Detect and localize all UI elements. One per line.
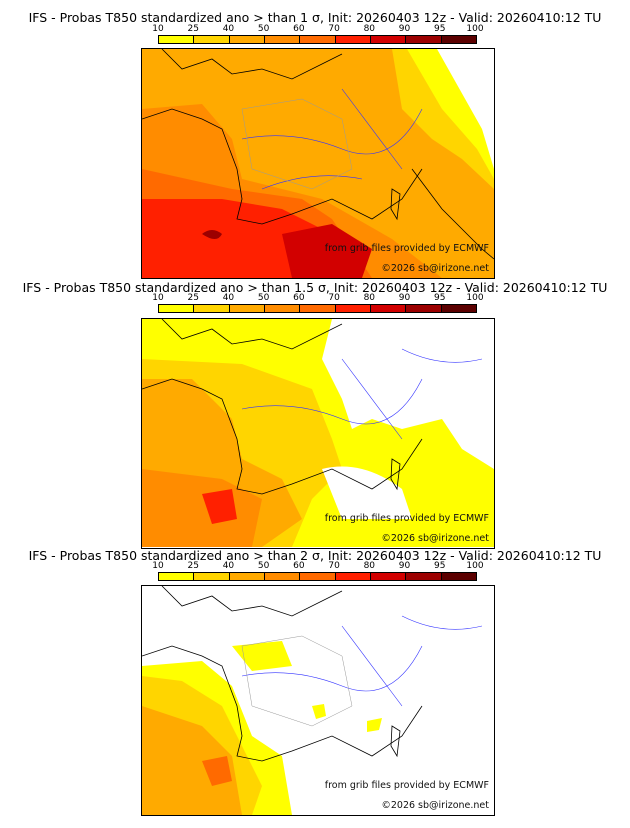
colorbar-tick-label: 95 xyxy=(434,293,446,303)
map-panel-3: from grib files provided by ECMWF ©2026 … xyxy=(141,585,495,816)
source-credit: from grib files provided by ECMWF xyxy=(324,780,489,791)
colorbar-segment xyxy=(406,573,442,580)
colorbar-tick-label: 50 xyxy=(257,293,270,303)
colorbar-3 xyxy=(158,572,477,581)
colorbar-segment xyxy=(264,36,301,43)
source-credit: from grib files provided by ECMWF xyxy=(324,243,489,254)
colorbar-tick-label: 100 xyxy=(466,24,484,34)
colorbar-segment xyxy=(300,573,336,580)
colorbar-segment xyxy=(264,573,301,580)
colorbar-segment xyxy=(406,305,442,312)
colorbar-tick-label: 70 xyxy=(328,561,340,571)
panel-2-title: IFS - Probas T850 standardized ano > tha… xyxy=(22,280,608,295)
copyright-credit: ©2026 sb@irizone.net xyxy=(381,800,489,811)
colorbar-segment xyxy=(194,573,230,580)
colorbar-segment xyxy=(441,573,476,580)
colorbar-segment xyxy=(335,573,371,580)
map-panel-1: from grib files provided by ECMWF ©2026 … xyxy=(141,48,495,279)
probability-map-2sigma xyxy=(142,586,494,815)
colorbar-tick-label: 50 xyxy=(257,24,270,34)
colorbar-segment xyxy=(370,573,407,580)
colorbar-tick-label: 10 xyxy=(152,24,164,34)
colorbar-segment xyxy=(159,305,195,312)
colorbar-tick-label: 95 xyxy=(434,24,446,34)
colorbar-segment xyxy=(194,305,230,312)
colorbar-tick-label: 25 xyxy=(187,561,199,571)
colorbar-tick-label: 100 xyxy=(466,293,484,303)
copyright-credit: ©2026 sb@irizone.net xyxy=(381,263,489,274)
colorbar-segment xyxy=(194,36,230,43)
colorbar-tick-label: 50 xyxy=(257,561,270,571)
colorbar-2-ticks: 10 25 40 50 60 70 80 90 95 100 xyxy=(148,293,485,303)
colorbar-segment xyxy=(159,36,195,43)
colorbar-segment xyxy=(406,36,442,43)
colorbar-3-ticks: 10 25 40 50 60 70 80 90 95 100 xyxy=(148,561,485,571)
colorbar-tick-label: 25 xyxy=(187,24,199,34)
colorbar-segment xyxy=(229,36,265,43)
colorbar-2 xyxy=(158,304,477,313)
colorbar-segment xyxy=(441,305,476,312)
colorbar-segment xyxy=(229,573,265,580)
colorbar-segment xyxy=(370,36,407,43)
colorbar-segment xyxy=(335,36,371,43)
panel-3-title: IFS - Probas T850 standardized ano > tha… xyxy=(28,548,602,563)
colorbar-segment xyxy=(335,305,371,312)
colorbar-segment xyxy=(441,36,476,43)
colorbar-tick-label: 95 xyxy=(434,561,446,571)
colorbar-tick-label: 10 xyxy=(152,561,164,571)
colorbar-tick-label: 70 xyxy=(328,24,340,34)
colorbar-segment xyxy=(370,305,407,312)
colorbar-tick-label: 100 xyxy=(466,561,484,571)
colorbar-segment xyxy=(300,36,336,43)
source-credit: from grib files provided by ECMWF xyxy=(324,513,489,524)
colorbar-tick-label: 40 xyxy=(222,24,235,34)
colorbar-tick-label: 10 xyxy=(152,293,164,303)
colorbar-tick-label: 60 xyxy=(293,24,305,34)
panel-1-title: IFS - Probas T850 standardized ano > tha… xyxy=(28,10,602,25)
colorbar-1-ticks: 10 25 40 50 60 70 80 90 95 100 xyxy=(148,24,485,34)
colorbar-segment xyxy=(159,573,195,580)
colorbar-tick-label: 90 xyxy=(398,293,411,303)
colorbar-tick-label: 80 xyxy=(363,293,376,303)
probability-map-1sigma xyxy=(142,49,494,278)
colorbar-tick-label: 90 xyxy=(398,561,411,571)
colorbar-tick-label: 90 xyxy=(398,24,411,34)
colorbar-segment xyxy=(229,305,265,312)
colorbar-tick-label: 25 xyxy=(187,293,199,303)
colorbar-tick-label: 60 xyxy=(293,561,305,571)
map-panel-2: from grib files provided by ECMWF ©2026 … xyxy=(141,318,495,549)
colorbar-tick-label: 40 xyxy=(222,293,235,303)
probability-map-1.5sigma xyxy=(142,319,494,547)
colorbar-1 xyxy=(158,35,477,44)
colorbar-segment xyxy=(264,305,301,312)
colorbar-tick-label: 60 xyxy=(293,293,305,303)
colorbar-tick-label: 70 xyxy=(328,293,340,303)
colorbar-tick-label: 40 xyxy=(222,561,235,571)
colorbar-tick-label: 80 xyxy=(363,561,376,571)
colorbar-segment xyxy=(300,305,336,312)
copyright-credit: ©2026 sb@irizone.net xyxy=(381,533,489,544)
colorbar-tick-label: 80 xyxy=(363,24,376,34)
